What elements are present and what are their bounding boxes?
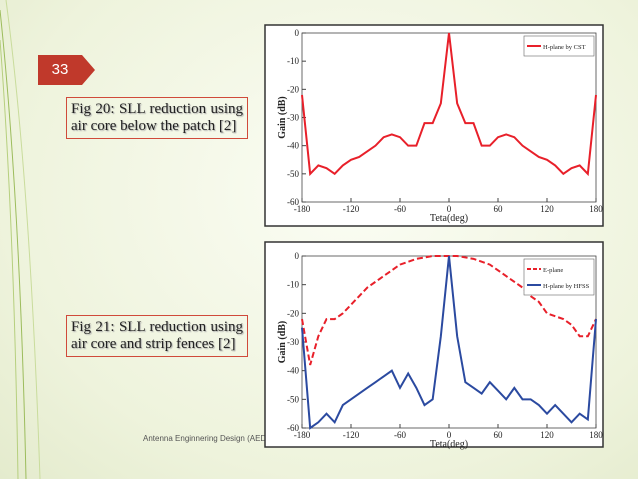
x-tick-label: 60 — [494, 204, 504, 214]
series-line — [301, 32, 597, 177]
legend — [523, 35, 595, 57]
y-tick-label: -40 — [287, 366, 299, 376]
x-tick-label: -120 — [343, 430, 360, 440]
x-tick-label: 60 — [494, 430, 504, 440]
x-tick-label: 120 — [540, 430, 554, 440]
legend — [523, 258, 595, 296]
y-tick-label: -60 — [287, 423, 299, 433]
legend-label: H-plane by HFSS — [543, 283, 590, 290]
legend-label: E-plane — [543, 267, 563, 274]
caption: Fig 20: SLL reduction using air core bel… — [66, 97, 248, 139]
y-tick-label: -10 — [287, 280, 299, 290]
y-tick-label: -10 — [287, 56, 299, 66]
y-tick-label: -30 — [287, 113, 299, 123]
y-tick-label: -40 — [287, 141, 299, 151]
x-tick-label: -120 — [343, 204, 360, 214]
x-tick-label: -180 — [294, 430, 311, 440]
y-tick-label: -30 — [287, 337, 299, 347]
legend-label: H-plane by CST — [543, 44, 586, 51]
y-axis-label: Gain (dB) — [277, 321, 288, 364]
x-axis-label: Teta(deg) — [430, 439, 468, 450]
y-axis-label: Gain (dB) — [277, 96, 288, 139]
y-tick-label: -20 — [287, 308, 299, 318]
y-tick-label: -60 — [287, 197, 299, 207]
caption: Fig 21: SLL reduction using air core and… — [66, 315, 248, 357]
x-tick-label: -60 — [394, 430, 406, 440]
y-tick-label: -20 — [287, 84, 299, 94]
x-tick-label: 120 — [540, 204, 554, 214]
y-tick-label: -50 — [287, 394, 299, 404]
chart-frame — [264, 24, 604, 227]
footer: Antenna Enginnering Design (AED) — [143, 434, 269, 443]
x-tick-label: 0 — [447, 430, 452, 440]
x-tick-label: 180 — [589, 430, 603, 440]
y-tick-label: 0 — [295, 251, 300, 261]
series-line — [301, 255, 597, 430]
y-tick-label: 0 — [295, 28, 300, 38]
y-tick-label: -50 — [287, 169, 299, 179]
x-tick-label: 180 — [589, 204, 603, 214]
x-tick-label: -180 — [294, 204, 311, 214]
x-tick-label: -60 — [394, 204, 406, 214]
x-tick-label: 0 — [447, 204, 452, 214]
slide-number: 33 — [51, 61, 69, 78]
x-axis-label: Teta(deg) — [430, 213, 468, 224]
